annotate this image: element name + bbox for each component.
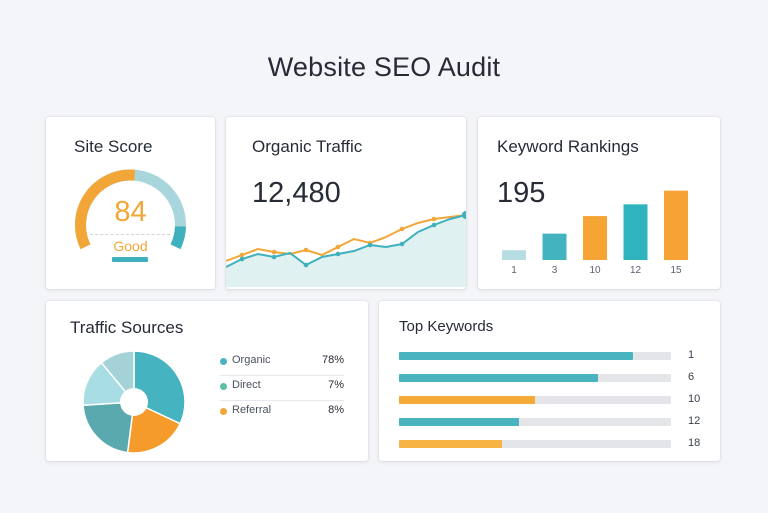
traffic-point: [303, 247, 309, 253]
traffic-point: [303, 262, 309, 268]
legend-value: 7%: [328, 379, 344, 391]
keyword-rank: 10: [688, 393, 701, 405]
site-score-gauge: [75, 169, 186, 250]
keyword-bar-fill: [399, 374, 598, 382]
rank-tick-label: 1: [511, 265, 517, 276]
legend-name: Direct: [232, 379, 261, 391]
organic-traffic-title: Organic Traffic: [252, 137, 363, 156]
traffic-sources-title: Traffic Sources: [70, 318, 184, 337]
organic-dot-icon: [220, 358, 227, 365]
pie-slice: [126, 400, 182, 454]
traffic-area: [226, 215, 466, 287]
keyword-bar-track: [399, 418, 671, 426]
keyword-rankings-title: Keyword Rankings: [497, 137, 639, 156]
top-keywords-card: Top Keywords 1 6 10 12 18: [379, 301, 720, 461]
keyword-bar-track: [399, 352, 671, 360]
legend-value: 78%: [321, 354, 344, 366]
keyword-bar-track: [399, 374, 671, 382]
gauge-divider: [90, 234, 170, 235]
keyword-bar-fill: [399, 440, 503, 448]
legend-value: 8%: [328, 404, 344, 416]
gauge-arc: [75, 169, 136, 250]
rank-tick-label: 10: [589, 265, 601, 276]
traffic-sources-pie: [82, 350, 186, 454]
rank-bar: [583, 216, 607, 260]
rank-bar: [664, 190, 688, 260]
rank-bar: [542, 233, 567, 260]
traffic-point: [335, 244, 341, 250]
site-score-rating: Good: [113, 238, 148, 254]
keyword-bar-fill: [399, 418, 519, 426]
keyword-rank: 12: [688, 415, 701, 427]
site-score-accent-bar: [112, 257, 148, 262]
traffic-point: [431, 216, 437, 222]
traffic-line-secondary: [226, 214, 466, 262]
direct-dot-icon: [220, 383, 227, 390]
keyword-rank: 18: [688, 437, 701, 449]
traffic-point: [239, 256, 245, 262]
traffic-point: [431, 222, 437, 228]
keyword-rankings-value: 195: [497, 177, 546, 209]
site-score-value: 84: [114, 196, 147, 228]
rank-tick-label: 3: [552, 265, 558, 276]
organic-traffic-chart: [226, 211, 466, 287]
site-score-title: Site Score: [74, 137, 153, 156]
pie-hole: [120, 388, 148, 416]
referral-dot-icon: [220, 408, 227, 415]
legend-name: Organic: [232, 354, 271, 366]
traffic-point: [271, 254, 277, 260]
page-title: Website SEO Audit: [267, 52, 501, 82]
traffic-point: [271, 249, 277, 255]
keyword-bar-track: [399, 440, 671, 448]
keyword-rankings-chart: 1 3 10 12 15: [502, 190, 688, 276]
legend-name: Referral: [232, 404, 272, 416]
keyword-bar-track: [399, 396, 671, 404]
rank-tick-label: 12: [630, 265, 642, 276]
pie-slice: [100, 350, 135, 405]
traffic-point: [399, 241, 405, 247]
legend-row-referral: Referral 8%: [220, 401, 344, 426]
keyword-rank: 1: [688, 349, 695, 361]
organic-traffic-card: Organic Traffic 12,480: [226, 117, 466, 289]
traffic-point: [239, 252, 245, 258]
keyword-rankings-card: Keyword Rankings 195 1 3 10 12 15: [478, 117, 720, 289]
traffic-point: [399, 226, 405, 232]
keyword-rank: 6: [688, 371, 695, 383]
gauge-end-segment: [170, 226, 186, 250]
legend-row-organic: Organic 78%: [220, 351, 344, 376]
traffic-sources-card: Traffic Sources Organic 78% Direct 7% Re…: [46, 301, 368, 461]
keyword-bar-fill: [399, 396, 535, 404]
rank-tick-label: 15: [670, 265, 682, 276]
keyword-bar-fill: [399, 352, 633, 360]
pie-slice: [82, 361, 136, 406]
traffic-point: [367, 242, 373, 248]
legend-row-direct: Direct 7%: [220, 376, 344, 401]
traffic-point: [335, 251, 341, 257]
pie-slice: [82, 401, 135, 454]
organic-traffic-value: 12,480: [252, 177, 341, 209]
site-score-card: Site Score 84 Good: [46, 117, 215, 289]
top-keywords-title: Top Keywords: [399, 318, 494, 335]
traffic-point: [462, 211, 466, 219]
rank-bar: [623, 204, 648, 260]
traffic-line-primary: [226, 214, 466, 268]
rank-bar: [502, 250, 526, 260]
